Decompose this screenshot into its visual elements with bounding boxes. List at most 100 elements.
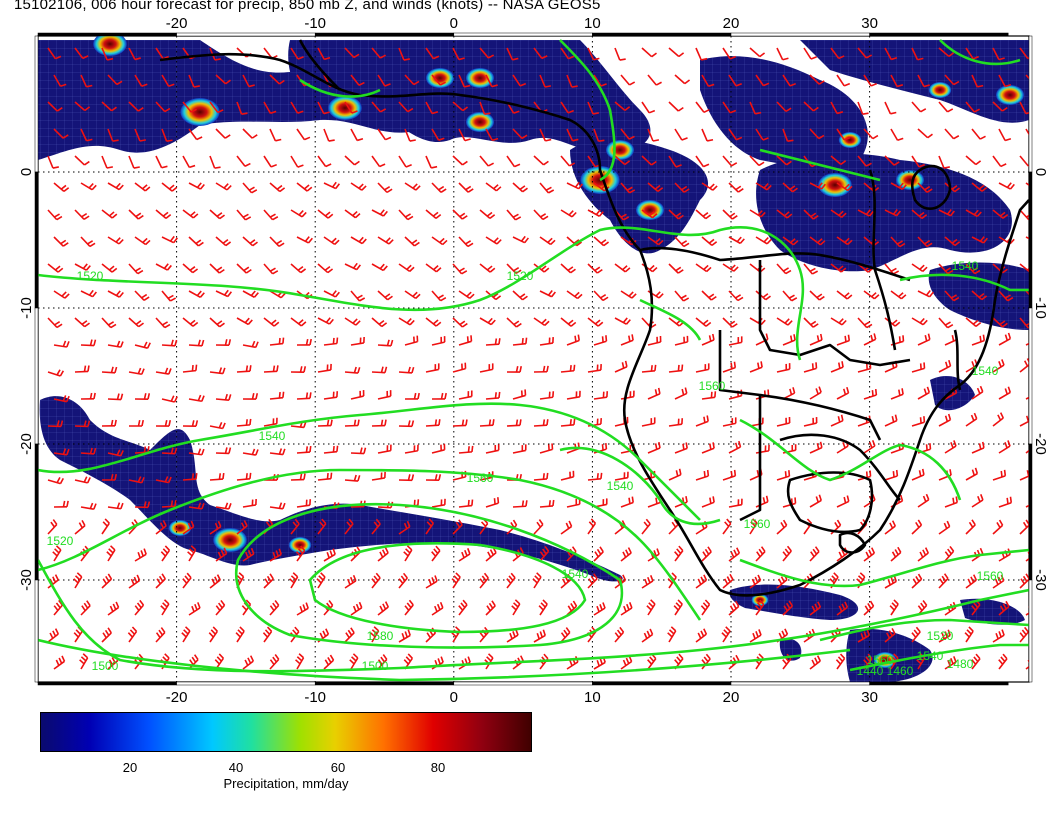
precip-maximum: [328, 96, 362, 120]
y-tick-label-left: 0: [18, 168, 35, 176]
barb-feather: [543, 366, 544, 372]
barb-feather: [545, 86, 551, 87]
contour-label: 1520: [47, 534, 74, 548]
colorbar-tick: 40: [229, 760, 243, 775]
barb-feather: [1033, 335, 1034, 341]
barb-feather: [526, 500, 527, 506]
precip-maximum: [839, 132, 861, 148]
frame-segment: [592, 682, 731, 685]
contour-label: 1540: [259, 429, 286, 443]
y-tick-label-right: 0: [1032, 168, 1049, 176]
barb-feather: [520, 419, 521, 425]
precip-maximum: [636, 200, 664, 220]
x-tick-label-bottom: -10: [304, 689, 326, 706]
barb-feather: [570, 419, 571, 425]
barb-feather: [1034, 548, 1037, 553]
x-tick-label-top: -10: [304, 15, 326, 32]
contour-label: 1540: [952, 259, 979, 273]
frame-segment: [454, 33, 593, 36]
colorbar-tick: 20: [123, 760, 137, 775]
barb-feather: [385, 420, 386, 426]
barb-feather: [246, 473, 247, 479]
contour-label: 1440: [857, 664, 884, 678]
barb-feather: [593, 113, 599, 114]
barb-feather: [543, 419, 544, 425]
barb-staff: [81, 453, 94, 454]
barb-feather: [310, 446, 311, 452]
x-tick-label-bottom: -20: [166, 689, 188, 706]
barb-feather: [327, 420, 328, 426]
barb-feather: [522, 501, 523, 507]
barb-feather: [839, 363, 840, 369]
contour-label: 1560: [744, 517, 771, 531]
barb-feather: [111, 420, 112, 426]
barb-feather: [148, 446, 149, 452]
barb-feather: [1036, 388, 1037, 394]
barb-staff: [81, 345, 94, 346]
barb-feather: [115, 420, 116, 426]
frame-segment: [1029, 308, 1032, 444]
barb-feather: [735, 470, 736, 476]
colorbar-tick: 60: [331, 760, 345, 775]
barb-feather: [575, 336, 576, 342]
barb-feather: [219, 473, 220, 479]
barb-feather: [570, 365, 571, 371]
barb-feather: [794, 334, 795, 340]
barb-feather: [277, 365, 278, 371]
barb-staff: [378, 345, 391, 346]
contour-label: 1560: [977, 569, 1004, 583]
frame-segment: [315, 682, 454, 685]
barb-feather: [67, 501, 68, 507]
contour-label: 1460: [887, 664, 914, 678]
barb-feather: [1035, 603, 1037, 609]
barb-feather: [788, 140, 794, 141]
frame-segment: [38, 682, 177, 685]
contour-label: 1580: [367, 629, 394, 643]
barb-feather: [494, 498, 495, 504]
barb-feather: [601, 473, 602, 479]
contour-label: 1500: [92, 659, 119, 673]
barb-feather: [354, 420, 355, 426]
x-tick-label-top: -20: [166, 15, 188, 32]
barb-feather: [489, 419, 490, 425]
barb-feather: [710, 498, 711, 504]
barb-feather: [107, 167, 113, 168]
barb-staff: [453, 425, 466, 426]
barb-feather: [686, 442, 687, 448]
barb-feather: [306, 446, 307, 452]
frame-segment: [870, 682, 1009, 685]
barb-feather: [88, 366, 89, 372]
barb-feather: [950, 469, 951, 475]
barb-feather: [1034, 237, 1038, 242]
barb-feather: [499, 338, 500, 344]
barb-feather: [731, 471, 732, 477]
barb-feather: [242, 113, 248, 114]
barb-feather: [215, 59, 221, 60]
barb-feather: [358, 420, 359, 426]
barb-feather: [758, 363, 759, 369]
frame-segment: [315, 33, 454, 36]
barb-feather: [547, 419, 548, 425]
barb-feather: [223, 473, 224, 479]
barb-feather: [310, 392, 311, 398]
barb-feather: [553, 500, 554, 506]
barb-feather: [606, 443, 607, 449]
barb-staff: [351, 453, 364, 454]
barb-feather: [980, 336, 981, 342]
barb-staff: [372, 372, 385, 373]
y-tick-label-left: -10: [18, 297, 35, 319]
barb-feather: [167, 140, 173, 141]
barb-feather: [629, 498, 630, 504]
colorbar-label: Precipitation, mm/day: [40, 776, 532, 791]
barb-feather: [683, 444, 684, 450]
barb-feather: [1033, 389, 1034, 395]
barb-feather: [704, 471, 705, 477]
barb-feather: [1005, 470, 1006, 476]
y-tick-label-right: -10: [1032, 297, 1049, 319]
barb-feather: [547, 366, 548, 372]
barb-feather: [678, 365, 679, 371]
precip-maximum: [466, 68, 494, 88]
colorbar: 20 40 60 80 Precipitation, mm/day: [40, 712, 532, 752]
barb-feather: [659, 442, 660, 448]
